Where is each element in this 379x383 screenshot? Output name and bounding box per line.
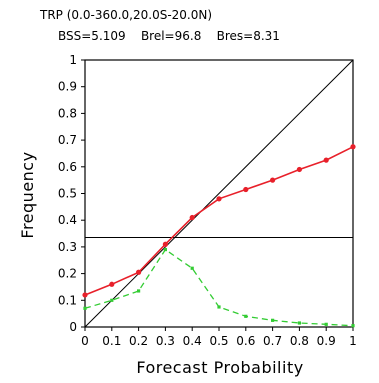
chart-subtitle: BSS=5.109 Brel=96.8 Bres=8.31 xyxy=(58,29,280,43)
series-2-point xyxy=(190,266,194,270)
x-tick-label: 0.6 xyxy=(236,334,255,348)
series-2-point xyxy=(244,314,248,318)
x-tick-label: 0.8 xyxy=(290,334,309,348)
series-1-point xyxy=(162,241,168,247)
series-2-point xyxy=(137,289,141,293)
series-2-point xyxy=(110,298,114,302)
x-tick-label: 0.1 xyxy=(102,334,121,348)
x-axis-label: Forecast Probability xyxy=(136,358,303,377)
x-tick-label: 0.9 xyxy=(317,334,336,348)
series-1-point xyxy=(216,196,222,202)
y-tick-label: 1 xyxy=(69,53,77,67)
x-tick-label: 0.2 xyxy=(129,334,148,348)
series-1-point xyxy=(270,177,276,183)
y-axis-label: Frequency xyxy=(18,151,37,238)
chart-title: TRP (0.0-360.0,20.0S-20.0N) xyxy=(40,8,213,22)
y-tick-label: 0.8 xyxy=(58,106,77,120)
series-2-point xyxy=(83,306,87,310)
bss-value: BSS=5.109 xyxy=(58,29,126,43)
y-tick-label: 0.6 xyxy=(58,160,77,174)
series-2-point xyxy=(351,324,355,328)
diagonal-reference-line xyxy=(84,59,354,328)
series-2-point xyxy=(271,318,275,322)
series-1-point xyxy=(296,166,302,173)
series-2-point xyxy=(217,305,221,309)
x-tick-label: 0 xyxy=(81,334,89,348)
y-tick-label: 0.1 xyxy=(58,293,77,307)
y-tick-label: 0.9 xyxy=(58,80,77,94)
x-tick-label: 1 xyxy=(349,334,357,348)
series-1-point xyxy=(243,186,249,193)
series-1-point xyxy=(189,214,195,221)
series-1-point xyxy=(136,269,142,275)
series-2-point xyxy=(163,247,167,252)
y-tick-label: 0.2 xyxy=(58,267,77,281)
x-tick-label: 0.4 xyxy=(183,334,202,348)
y-tick-label: 0.3 xyxy=(58,240,77,254)
x-tick-label: 0.7 xyxy=(263,334,282,348)
y-tick-label: 0.5 xyxy=(58,187,77,201)
y-tick-label: 0.4 xyxy=(58,213,77,227)
x-tick-label: 0.5 xyxy=(209,334,228,348)
series-2-point xyxy=(297,321,301,325)
series-1-line xyxy=(84,146,354,296)
series-1-point xyxy=(350,144,356,150)
series-1-point xyxy=(109,281,115,287)
bres-value: Bres=8.31 xyxy=(216,29,280,43)
series-2-point xyxy=(324,322,328,326)
y-tick-label: 0 xyxy=(69,320,77,334)
series-1-point xyxy=(82,292,88,298)
x-tick-label: 0.3 xyxy=(156,334,175,348)
series-1-point xyxy=(323,157,329,163)
brel-value: Brel=96.8 xyxy=(140,29,202,43)
y-tick-label: 0.7 xyxy=(58,133,77,147)
